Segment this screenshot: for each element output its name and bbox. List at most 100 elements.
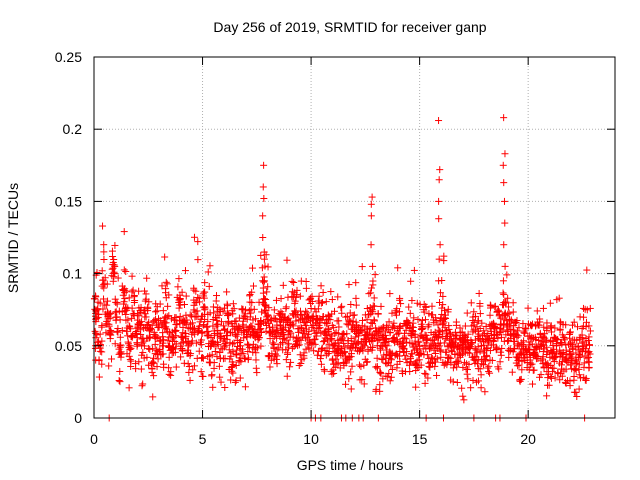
data-point [547,322,555,330]
data-point [149,393,157,401]
data-point [498,344,506,352]
data-point [337,304,345,312]
data-point [435,255,443,263]
data-point [232,332,240,340]
data-point [365,311,373,319]
data-point [579,304,587,312]
data-point [435,176,443,184]
data-point [288,344,296,352]
data-point [219,345,227,353]
data-point [476,347,484,355]
data-point [360,342,368,350]
data-point [520,337,528,345]
data-point [302,278,310,286]
data-point [543,392,551,400]
data-point [175,304,183,312]
data-point [488,356,496,364]
data-point [141,313,149,321]
data-point [370,294,378,302]
data-point [230,305,238,313]
data-point [405,303,413,311]
data-point [262,302,270,310]
data-point [231,318,239,326]
data-point [509,348,517,356]
data-point [284,340,292,348]
data-point [486,347,494,355]
data-point [530,366,538,374]
data-point [500,321,508,329]
data-point [356,376,364,384]
data-point [199,303,207,311]
data-point [113,299,121,307]
data-point [116,342,124,350]
data-point [301,318,309,326]
data-point [424,374,432,382]
data-point [235,358,243,366]
data-point [544,363,552,371]
data-point [497,333,505,341]
data-point [273,334,281,342]
data-point [201,279,209,287]
data-point [551,334,559,342]
data-point [98,323,106,331]
data-point [343,330,351,338]
data-point [313,351,321,359]
data-point [445,322,453,330]
data-point [109,277,117,285]
data-point [476,336,484,344]
data-point [346,345,354,353]
data-point [376,387,384,395]
data-point [154,315,162,323]
data-point [195,347,203,355]
data-point [120,298,128,306]
data-point [388,323,396,331]
data-point [435,342,443,350]
data-point [415,363,423,371]
data-point [505,353,513,361]
data-point [175,275,183,283]
data-point [236,374,244,382]
data-point [260,306,268,314]
data-point [246,292,254,300]
data-point [135,304,143,312]
data-point [314,347,322,355]
data-point [556,326,564,334]
data-point [115,377,123,385]
data-point [583,266,591,274]
data-point [478,319,486,327]
data-point [570,373,578,381]
data-point [280,334,288,342]
data-point [95,373,103,381]
data-point [422,303,430,311]
data-point [386,290,394,298]
data-point [369,262,377,270]
data-point [111,340,119,348]
data-point [439,328,447,336]
data-point [377,370,385,378]
data-point [431,328,439,336]
data-point [133,334,141,342]
data-point [481,388,489,396]
data-point [106,310,114,318]
data-point [283,256,291,264]
data-point [158,350,166,358]
data-point [499,326,507,334]
data-point [465,360,473,368]
data-point [286,363,294,371]
data-point [209,322,217,330]
data-point [489,319,497,327]
data-point [421,369,429,377]
data-point [214,341,222,349]
data-point [574,323,582,331]
data-point [266,363,274,371]
data-point [231,378,239,386]
data-point [522,325,530,333]
data-point [330,307,338,315]
data-point [536,342,544,350]
data-point [501,219,509,227]
data-point [402,335,410,343]
data-point [449,364,457,372]
data-point [399,348,407,356]
data-point [122,267,130,275]
data-point [402,321,410,329]
